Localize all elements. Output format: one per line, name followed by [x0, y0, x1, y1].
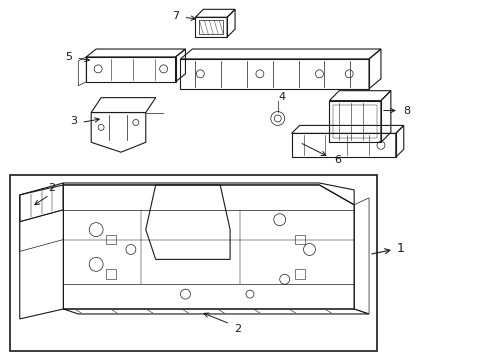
Text: 2: 2 — [234, 324, 241, 334]
Text: 4: 4 — [278, 92, 285, 102]
Bar — [106, 269, 116, 279]
Text: 6: 6 — [333, 155, 340, 165]
Bar — [106, 235, 116, 244]
Bar — [10, 175, 376, 351]
Text: 1: 1 — [396, 242, 404, 255]
Text: 8: 8 — [402, 105, 409, 116]
Text: 5: 5 — [65, 52, 72, 62]
Text: 2: 2 — [48, 183, 55, 193]
Bar — [294, 269, 304, 279]
Text: 7: 7 — [172, 11, 179, 21]
Text: 3: 3 — [70, 116, 77, 126]
Bar — [294, 235, 304, 244]
